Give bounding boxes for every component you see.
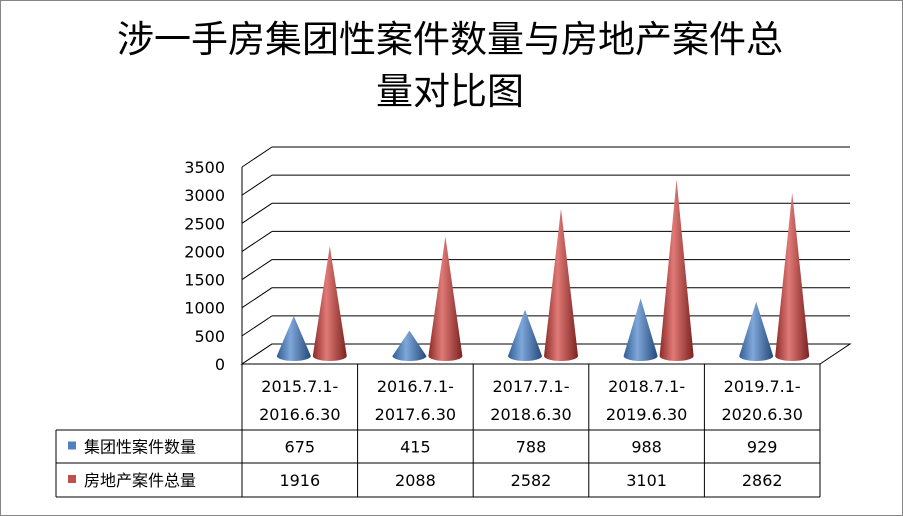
data-label: 788 <box>516 438 547 457</box>
data-label: 1916 <box>279 471 320 490</box>
y-tick-label: 1000 <box>184 299 225 318</box>
x-tick-label: 2018.6.30 <box>490 405 571 424</box>
side-gridline <box>241 202 273 224</box>
data-label: 929 <box>747 438 778 457</box>
y-tick-label: 3500 <box>184 158 225 177</box>
chart-title: 涉一手房集团性案件数量与房地产案件总 量对比图 <box>80 14 820 118</box>
chart-title-line-2: 量对比图 <box>376 70 524 113</box>
side-gridline <box>241 174 273 196</box>
chart-title-line-1: 涉一手房集团性案件数量与房地产案件总 <box>117 18 783 61</box>
cone-mark <box>508 309 542 361</box>
y-tick-label: 500 <box>194 327 225 346</box>
cone-mark <box>623 298 658 362</box>
legend-label: 房地产案件总量 <box>84 471 196 490</box>
legend-key <box>68 475 76 483</box>
x-tick-label: 2018.7.1- <box>608 377 685 396</box>
cone-mark <box>392 330 427 362</box>
legend-label: 集团性案件数量 <box>84 438 196 457</box>
side-gridline <box>241 146 273 168</box>
cone-mark <box>312 246 347 362</box>
cone-mark <box>544 208 578 361</box>
x-tick-label: 2017.6.30 <box>375 405 456 424</box>
x-tick-label: 2016.7.1- <box>377 377 454 396</box>
data-label: 2862 <box>742 471 783 490</box>
data-label: 2582 <box>511 471 552 490</box>
y-tick-label: 2500 <box>184 214 225 233</box>
side-gridline <box>241 287 273 309</box>
x-tick-label: 2015.7.1- <box>261 377 338 396</box>
y-tick-label: 0 <box>215 355 225 374</box>
plot-area <box>276 179 810 362</box>
data-label: 415 <box>400 438 431 457</box>
cone-mark <box>775 192 810 362</box>
x-tick-label: 2016.6.30 <box>259 405 340 424</box>
data-label: 3101 <box>626 471 667 490</box>
data-label: 675 <box>285 438 316 457</box>
side-gridline <box>241 231 273 252</box>
cone-mark <box>276 316 311 362</box>
legend-key <box>68 441 76 450</box>
x-tick-label: 2019.7.1- <box>724 377 801 396</box>
x-tick-label: 2017.7.1- <box>492 377 569 396</box>
x-tick-label: 2020.6.30 <box>721 405 802 424</box>
x-tick-label: 2019.6.30 <box>606 405 687 424</box>
cone-mark <box>739 301 774 362</box>
cone-mark <box>428 236 463 362</box>
cone-mark <box>659 179 694 362</box>
y-tick-label: 1500 <box>184 271 225 290</box>
side-gridline <box>241 259 273 280</box>
side-gridline <box>241 315 273 337</box>
data-label: 2088 <box>395 471 436 490</box>
y-tick-label: 2000 <box>184 242 225 261</box>
data-label: 988 <box>631 438 662 457</box>
data-table: 2015.7.1- 2016.6.30 2016.7.1- 2017.6.30 2017… <box>55 363 821 498</box>
y-tick-label: 3000 <box>184 186 225 205</box>
y-axis: 0 500 1000 1500 2000 2500 3000 3500 <box>184 158 225 374</box>
